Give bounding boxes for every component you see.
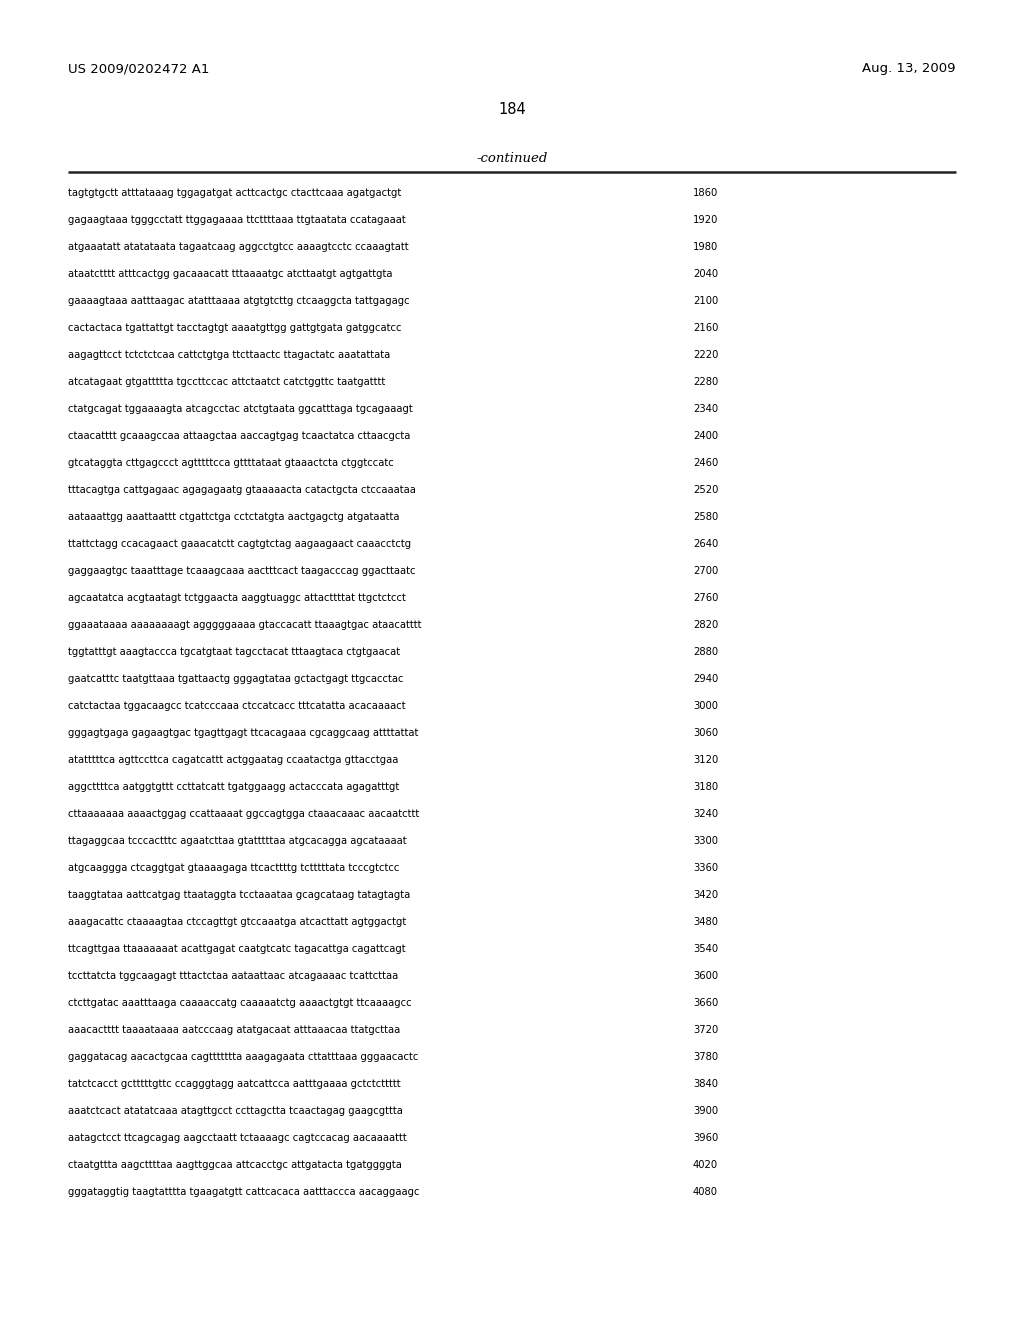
Text: 2940: 2940 — [693, 675, 718, 684]
Text: Aug. 13, 2009: Aug. 13, 2009 — [862, 62, 956, 75]
Text: 3540: 3540 — [693, 944, 718, 954]
Text: ctatgcagat tggaaaagta atcagcctac atctgtaata ggcatttaga tgcagaaagt: ctatgcagat tggaaaagta atcagcctac atctgta… — [68, 404, 413, 414]
Text: gtcataggta cttgagccct agtttttcca gttttataat gtaaactcta ctggtccatc: gtcataggta cttgagccct agtttttcca gttttat… — [68, 458, 394, 469]
Text: atgcaaggga ctcaggtgat gtaaaagaga ttcacttttg tctttttata tcccgtctcc: atgcaaggga ctcaggtgat gtaaaagaga ttcactt… — [68, 863, 399, 873]
Text: 3660: 3660 — [693, 998, 718, 1008]
Text: US 2009/0202472 A1: US 2009/0202472 A1 — [68, 62, 209, 75]
Text: tccttatcta tggcaagagt tttactctaa aataattaac atcagaaaac tcattcttaa: tccttatcta tggcaagagt tttactctaa aataatt… — [68, 972, 398, 981]
Text: 2760: 2760 — [693, 593, 719, 603]
Text: ctcttgatac aaatttaaga caaaaccatg caaaaatctg aaaactgtgt ttcaaaagcc: ctcttgatac aaatttaaga caaaaccatg caaaaat… — [68, 998, 412, 1008]
Text: ttagaggcaa tcccactttc agaatcttaa gtatttttaa atgcacagga agcataaaat: ttagaggcaa tcccactttc agaatcttaa gtatttt… — [68, 836, 407, 846]
Text: 3300: 3300 — [693, 836, 718, 846]
Text: 184: 184 — [498, 102, 526, 117]
Text: 2820: 2820 — [693, 620, 718, 630]
Text: cttaaaaaaa aaaactggag ccattaaaat ggccagtgga ctaaacaaac aacaatcttt: cttaaaaaaa aaaactggag ccattaaaat ggccagt… — [68, 809, 419, 818]
Text: 2100: 2100 — [693, 296, 718, 306]
Text: agcaatatca acgtaatagt tctggaacta aaggtuaggc attacttttat ttgctctcct: agcaatatca acgtaatagt tctggaacta aaggtua… — [68, 593, 406, 603]
Text: 3720: 3720 — [693, 1026, 718, 1035]
Text: 2040: 2040 — [693, 269, 718, 279]
Text: ctaatgttta aagcttttaa aagttggcaa attcacctgc attgatacta tgatggggta: ctaatgttta aagcttttaa aagttggcaa attcacc… — [68, 1160, 401, 1170]
Text: 4020: 4020 — [693, 1160, 718, 1170]
Text: atcatagaat gtgattttta tgccttccac attctaatct catctggttc taatgatttt: atcatagaat gtgattttta tgccttccac attctaa… — [68, 378, 385, 387]
Text: 2880: 2880 — [693, 647, 718, 657]
Text: 3060: 3060 — [693, 729, 718, 738]
Text: taaggtataa aattcatgag ttaataggta tcctaaataa gcagcataag tatagtagta: taaggtataa aattcatgag ttaataggta tcctaaa… — [68, 890, 411, 900]
Text: -continued: -continued — [476, 152, 548, 165]
Text: 1920: 1920 — [693, 215, 719, 224]
Text: ataatctttt atttcactgg gacaaacatt tttaaaatgc atcttaatgt agtgattgta: ataatctttt atttcactgg gacaaacatt tttaaaa… — [68, 269, 392, 279]
Text: aaacactttt taaaataaaa aatcccaag atatgacaat atttaaacaa ttatgcttaa: aaacactttt taaaataaaa aatcccaag atatgaca… — [68, 1026, 400, 1035]
Text: 1860: 1860 — [693, 187, 718, 198]
Text: 3600: 3600 — [693, 972, 718, 981]
Text: aaatctcact atatatcaaa atagttgcct ccttagctta tcaactagag gaagcgttta: aaatctcact atatatcaaa atagttgcct ccttagc… — [68, 1106, 402, 1115]
Text: ttattctagg ccacagaact gaaacatctt cagtgtctag aagaagaact caaacctctg: ttattctagg ccacagaact gaaacatctt cagtgtc… — [68, 539, 411, 549]
Text: cactactaca tgattattgt tacctagtgt aaaatgttgg gattgtgata gatggcatcc: cactactaca tgattattgt tacctagtgt aaaatgt… — [68, 323, 401, 333]
Text: 1980: 1980 — [693, 242, 718, 252]
Text: tatctcacct gctttttgttc ccagggtagg aatcattcca aatttgaaaa gctctcttttt: tatctcacct gctttttgttc ccagggtagg aatcat… — [68, 1078, 400, 1089]
Text: ctaacatttt gcaaagccaa attaagctaa aaccagtgag tcaactatca cttaacgcta: ctaacatttt gcaaagccaa attaagctaa aaccagt… — [68, 432, 411, 441]
Text: aagagttcct tctctctcaa cattctgtga ttcttaactc ttagactatc aaatattata: aagagttcct tctctctcaa cattctgtga ttcttaa… — [68, 350, 390, 360]
Text: 3120: 3120 — [693, 755, 718, 766]
Text: 2340: 2340 — [693, 404, 718, 414]
Text: 2280: 2280 — [693, 378, 718, 387]
Text: 3840: 3840 — [693, 1078, 718, 1089]
Text: 3360: 3360 — [693, 863, 718, 873]
Text: 2700: 2700 — [693, 566, 718, 576]
Text: 2400: 2400 — [693, 432, 718, 441]
Text: catctactaa tggacaagcc tcatcccaaa ctccatcacc tttcatatta acacaaaact: catctactaa tggacaagcc tcatcccaaa ctccatc… — [68, 701, 406, 711]
Text: 4080: 4080 — [693, 1187, 718, 1197]
Text: gggataggtig taagtatttta tgaagatgtt cattcacaca aatttaccca aacaggaagc: gggataggtig taagtatttta tgaagatgtt cattc… — [68, 1187, 420, 1197]
Text: gaggatacag aacactgcaa cagttttttta aaagagaata cttatttaaa gggaacactc: gaggatacag aacactgcaa cagttttttta aaagag… — [68, 1052, 419, 1063]
Text: tagtgtgctt atttataaag tggagatgat acttcactgc ctacttcaaa agatgactgt: tagtgtgctt atttataaag tggagatgat acttcac… — [68, 187, 401, 198]
Text: atatttttca agttccttca cagatcattt actggaatag ccaatactga gttacctgaa: atatttttca agttccttca cagatcattt actggaa… — [68, 755, 398, 766]
Text: aatagctcct ttcagcagag aagcctaatt tctaaaagc cagtccacag aacaaaattt: aatagctcct ttcagcagag aagcctaatt tctaaaa… — [68, 1133, 407, 1143]
Text: 3180: 3180 — [693, 781, 718, 792]
Text: gaaaagtaaa aatttaagac atatttaaaa atgtgtcttg ctcaaggcta tattgagagc: gaaaagtaaa aatttaagac atatttaaaa atgtgtc… — [68, 296, 410, 306]
Text: gggagtgaga gagaagtgac tgagttgagt ttcacagaaa cgcaggcaag attttattat: gggagtgaga gagaagtgac tgagttgagt ttcacag… — [68, 729, 419, 738]
Text: ttcagttgaa ttaaaaaaat acattgagat caatgtcatc tagacattga cagattcagt: ttcagttgaa ttaaaaaaat acattgagat caatgtc… — [68, 944, 406, 954]
Text: aggcttttca aatggtgttt ccttatcatt tgatggaagg actacccata agagatttgt: aggcttttca aatggtgttt ccttatcatt tgatgga… — [68, 781, 399, 792]
Text: 3420: 3420 — [693, 890, 718, 900]
Text: aaagacattc ctaaaagtaa ctccagttgt gtccaaatga atcacttatt agtggactgt: aaagacattc ctaaaagtaa ctccagttgt gtccaaa… — [68, 917, 407, 927]
Text: 2160: 2160 — [693, 323, 719, 333]
Text: 2580: 2580 — [693, 512, 718, 521]
Text: 3960: 3960 — [693, 1133, 718, 1143]
Text: gaatcatttc taatgttaaa tgattaactg gggagtataa gctactgagt ttgcacctac: gaatcatttc taatgttaaa tgattaactg gggagta… — [68, 675, 403, 684]
Text: aataaattgg aaattaattt ctgattctga cctctatgta aactgagctg atgataatta: aataaattgg aaattaattt ctgattctga cctctat… — [68, 512, 399, 521]
Text: 3780: 3780 — [693, 1052, 718, 1063]
Text: 3900: 3900 — [693, 1106, 718, 1115]
Text: ggaaataaaa aaaaaaaagt agggggaaaa gtaccacatt ttaaagtgac ataacatttt: ggaaataaaa aaaaaaaagt agggggaaaa gtaccac… — [68, 620, 422, 630]
Text: 2640: 2640 — [693, 539, 718, 549]
Text: 2520: 2520 — [693, 484, 719, 495]
Text: 2460: 2460 — [693, 458, 718, 469]
Text: gaggaagtgc taaatttage tcaaagcaaa aactttcact taagacccag ggacttaatc: gaggaagtgc taaatttage tcaaagcaaa aactttc… — [68, 566, 416, 576]
Text: 2220: 2220 — [693, 350, 719, 360]
Text: tttacagtga cattgagaac agagagaatg gtaaaaacta catactgcta ctccaaataa: tttacagtga cattgagaac agagagaatg gtaaaaa… — [68, 484, 416, 495]
Text: 3240: 3240 — [693, 809, 718, 818]
Text: 3480: 3480 — [693, 917, 718, 927]
Text: tggtatttgt aaagtaccca tgcatgtaat tagcctacat tttaagtaca ctgtgaacat: tggtatttgt aaagtaccca tgcatgtaat tagccta… — [68, 647, 400, 657]
Text: gagaagtaaa tgggcctatt ttggagaaaa ttcttttaaa ttgtaatata ccatagaaat: gagaagtaaa tgggcctatt ttggagaaaa ttctttt… — [68, 215, 406, 224]
Text: 3000: 3000 — [693, 701, 718, 711]
Text: atgaaatatt atatataata tagaatcaag aggcctgtcc aaaagtcctc ccaaagtatt: atgaaatatt atatataata tagaatcaag aggcctg… — [68, 242, 409, 252]
